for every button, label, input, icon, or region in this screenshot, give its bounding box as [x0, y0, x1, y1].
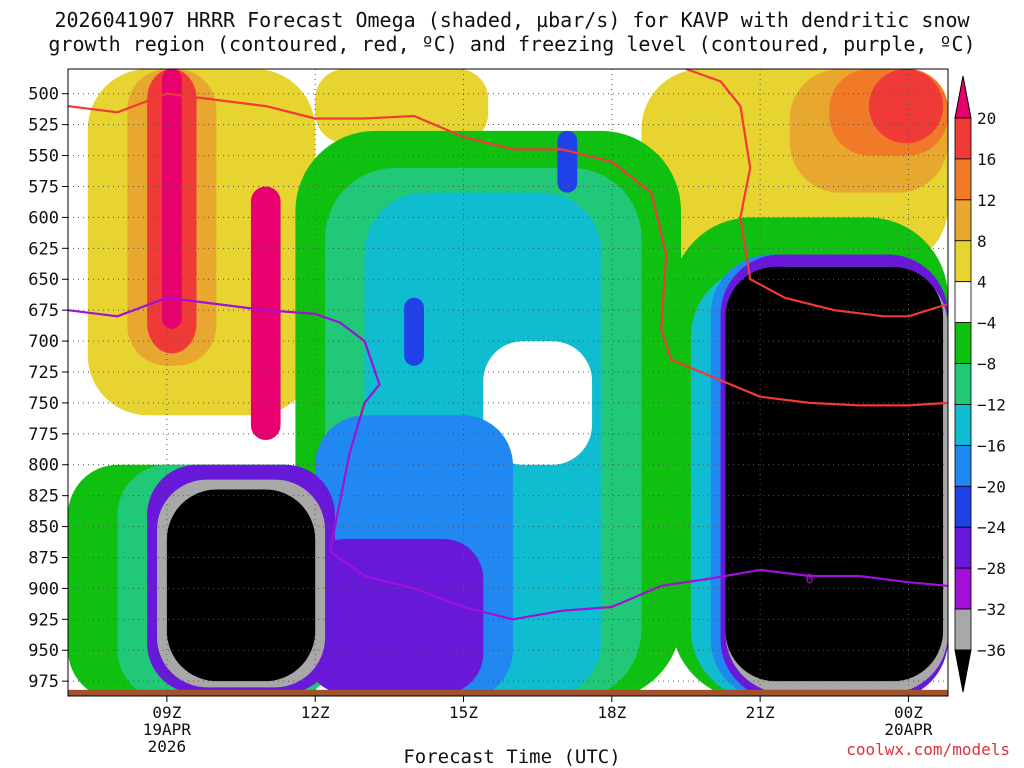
colorbar-swatch-3: [954, 199, 972, 242]
contour-dendritic-snow-growth-region-upper-: [685, 69, 948, 318]
chart-title-line-1: 2026041907 HRRR Forecast Omega (shaded, …: [54, 8, 970, 32]
plot-area: 0: [68, 69, 948, 696]
colorbar-label-5: −4: [977, 314, 996, 333]
contour-dendritic-snow-growth-region: [68, 92, 948, 407]
colorbar-label-10: −24: [977, 518, 1006, 537]
credit-text: coolwx.com/models: [846, 740, 1010, 759]
y-tick-label-725: 725: [28, 363, 59, 383]
y-tick-label-625: 625: [28, 239, 59, 259]
omega-region-sinking-core-late-morning: [250, 186, 281, 441]
colorbar-swatch-7: [954, 363, 972, 405]
colorbar-label-6: −8: [977, 355, 996, 374]
colorbar-label-8: −16: [977, 436, 1006, 455]
colorbar-swatch-1: [954, 117, 972, 160]
x-tick-label-18-0: 18Z: [597, 703, 626, 722]
colorbar-swatch-10: [954, 485, 972, 528]
colorbar-bottom-arrow: [954, 649, 972, 693]
colorbar-swatch-12: [954, 567, 972, 610]
colorbar-swatch-5: [954, 281, 972, 324]
ground-strip: [68, 689, 948, 696]
x-tick-label-24-0: 00Z: [894, 703, 923, 722]
y-tick-label-700: 700: [28, 332, 59, 352]
colorbar-label-7: −12: [977, 395, 1006, 414]
x-tick-label-24-1: 20APR: [884, 720, 933, 739]
y-tick-label-900: 900: [28, 579, 59, 599]
colorbar-label-13: −36: [977, 641, 1006, 660]
colorbar-label-11: −28: [977, 559, 1006, 578]
colorbar-label-4: 4: [977, 273, 987, 292]
colorbar-top-arrow: [954, 75, 972, 119]
colorbar-swatch-11: [954, 526, 972, 569]
x-tick-label-21-0: 21Z: [746, 703, 775, 722]
y-tick-label-500: 500: [28, 85, 59, 105]
omega-region-rising-core-1630: [557, 130, 578, 193]
y-tick-label-875: 875: [28, 548, 59, 568]
x-tick-label-9-1: 19APR: [143, 720, 192, 739]
colorbar-label-3: 8: [977, 232, 987, 251]
omega-region-sinking-core-early: [161, 69, 182, 329]
y-tick-label-825: 825: [28, 487, 59, 507]
y-tick-label-925: 925: [28, 610, 59, 630]
y-tick-label-975: 975: [28, 672, 59, 692]
y-tick-label-550: 550: [28, 147, 59, 167]
colorbar-label-9: −20: [977, 477, 1006, 496]
y-tick-label-575: 575: [28, 177, 59, 197]
colorbar-swatch-13: [954, 608, 972, 651]
field-white-center-gap: [483, 341, 593, 465]
colorbar-label-12: −32: [977, 600, 1006, 619]
y-tick-label-950: 950: [28, 641, 59, 661]
x-tick-label-9-2: 2026: [148, 737, 187, 756]
omega-region-sinking-core-evening: [868, 69, 944, 144]
y-tick-label-750: 750: [28, 394, 59, 414]
colorbar-label-2: 12: [977, 191, 996, 210]
y-tick-label-650: 650: [28, 270, 59, 290]
field-purple-center: [305, 538, 484, 694]
colorbar-label-0: 20: [977, 109, 996, 128]
x-tick-label-12-0: 12Z: [301, 703, 330, 722]
colorbar-swatch-9: [954, 444, 972, 487]
colorbar-swatch-6: [954, 322, 972, 364]
y-tick-label-600: 600: [28, 208, 59, 228]
y-tick-label-775: 775: [28, 425, 59, 445]
y-tick-label-850: 850: [28, 518, 59, 538]
chart-title-line-2: growth region (contoured, red, ºC) and f…: [48, 32, 976, 56]
plot-frame: [67, 68, 949, 697]
colorbar-swatch-4: [954, 240, 972, 283]
y-tick-label-525: 525: [28, 116, 59, 136]
x-axis-label: Forecast Time (UTC): [403, 746, 621, 768]
omega-region-strong-rising-pocket-morning: [166, 489, 316, 682]
y-tick-label-800: 800: [28, 456, 59, 476]
x-tick-label-9-0: 09Z: [152, 703, 181, 722]
y-tick-label-675: 675: [28, 301, 59, 321]
contour-label-0: 0: [806, 573, 814, 588]
x-tick-label-15-0: 15Z: [449, 703, 478, 722]
omega-region-rising-core-1430: [404, 297, 424, 366]
omega-region-strong-rising-pocket-evening: [725, 266, 944, 682]
colorbar-swatch-2: [954, 158, 972, 201]
colorbar-label-1: 16: [977, 150, 996, 169]
colorbar-swatch-8: [954, 404, 972, 446]
contour-freezing-level: [68, 296, 948, 621]
